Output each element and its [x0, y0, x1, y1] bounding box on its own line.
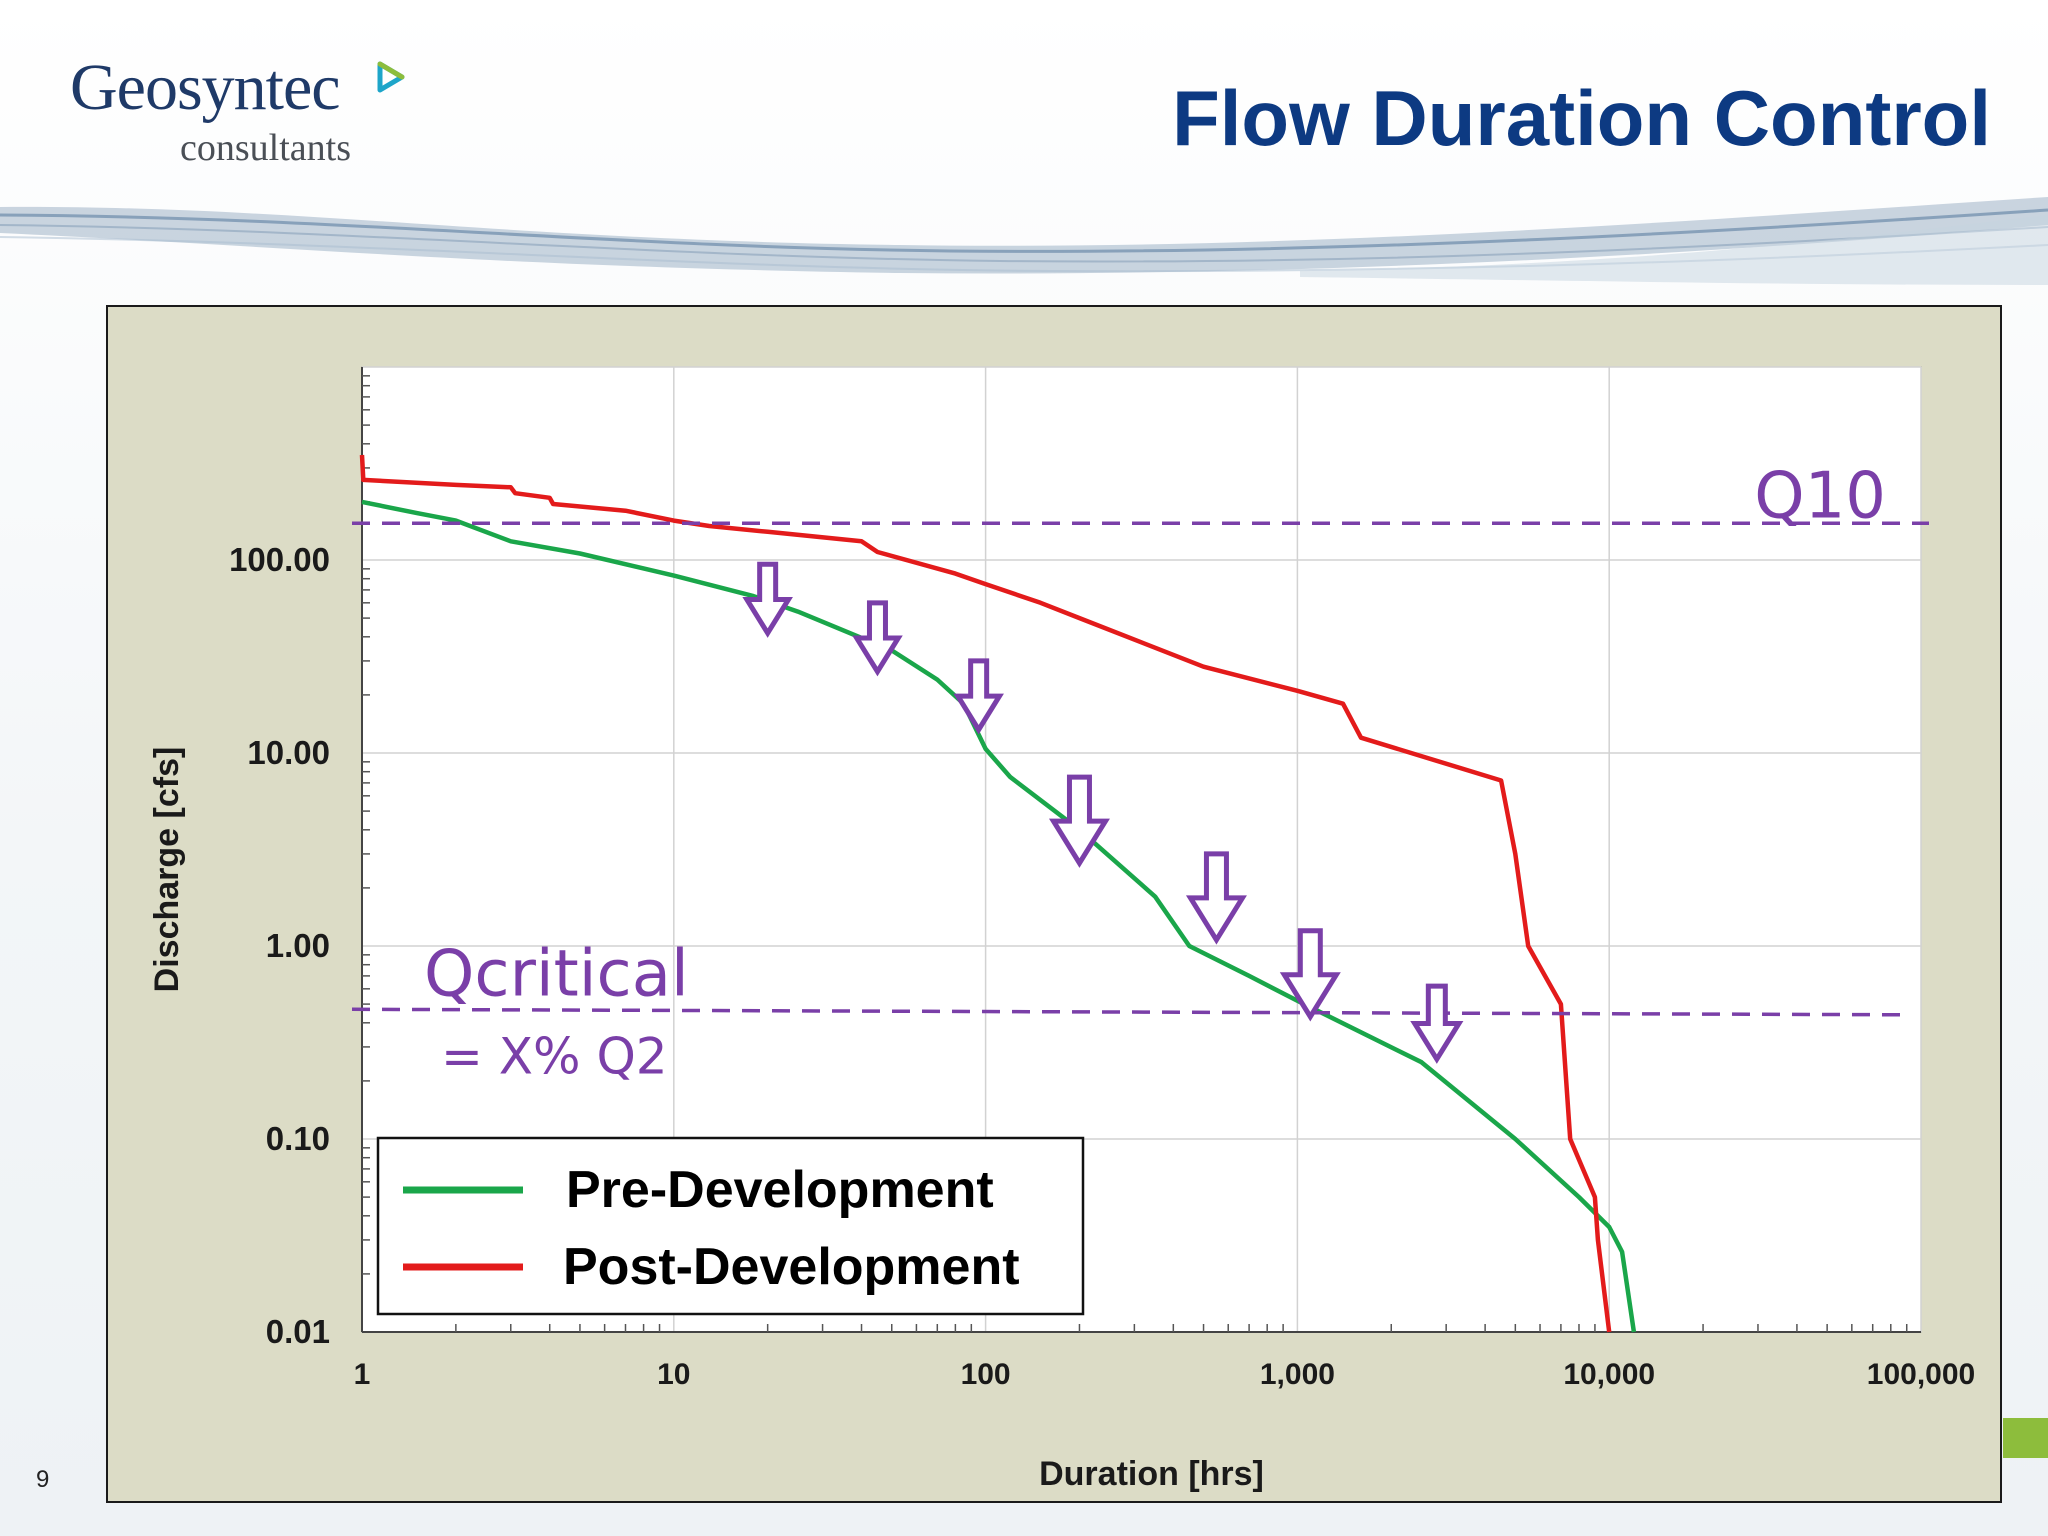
down-arrow-icon — [1279, 928, 1341, 1022]
x-tick-label: 1,000 — [1260, 1358, 1335, 1391]
y-tick-label: 0.10 — [266, 1120, 330, 1157]
logo-name: Geosyntec — [70, 51, 341, 124]
reduction-arrows — [742, 561, 1464, 1064]
series-line-post-development — [359, 454, 1612, 1333]
qcritical-label: Qcritical — [424, 937, 689, 1011]
x-tick-label: 10,000 — [1563, 1358, 1655, 1391]
down-arrow-icon — [1410, 983, 1464, 1064]
y-tick-label: 100.00 — [229, 541, 330, 578]
decorative-swoosh — [0, 197, 2048, 285]
legend-box — [376, 1136, 1085, 1316]
down-arrow-icon — [1185, 851, 1247, 945]
x-axis-title: Duration [hrs] — [1039, 1455, 1264, 1493]
x-tick-label: 10 — [657, 1358, 690, 1391]
x-tick-label: 100 — [961, 1358, 1011, 1391]
logo-subtitle: consultants — [180, 127, 351, 169]
x-tick-label: 1 — [354, 1358, 371, 1391]
series-line-pre-development — [361, 499, 1637, 1333]
down-arrow-icon — [1048, 774, 1110, 868]
accent-bar — [2003, 1418, 2048, 1458]
logo-triangle-icon — [377, 61, 405, 93]
slide-title: Flow Duration Control — [1172, 74, 1991, 162]
down-arrow-icon — [852, 600, 903, 677]
legend: Pre-Development Post-Development — [376, 1136, 1085, 1316]
legend-label: Pre-Development — [566, 1161, 994, 1219]
legend-label: Post-Development — [563, 1238, 1020, 1296]
y-axis-title: Discharge [cfs] — [148, 747, 186, 993]
y-tick-label: 0.01 — [266, 1313, 330, 1350]
qcritical-sublabel: = X% Q2 — [441, 1027, 668, 1085]
flow-duration-chart: 1 10 100 1,000 10,000 100,000 0.01 0.10 1.00 10.0… — [148, 366, 1975, 1493]
x-tick-label: 100,000 — [1867, 1358, 1975, 1391]
geosyntec-logo: Geosyntec consultants — [70, 52, 430, 172]
y-tick-label: 1.00 — [266, 927, 330, 964]
down-arrow-icon — [742, 561, 793, 638]
q10-label: Q10 — [1754, 459, 1886, 533]
qcritical-line — [351, 1007, 1912, 1017]
gridlines — [361, 366, 1922, 1333]
down-arrow-icon — [953, 658, 1004, 735]
slide-number: 9 — [36, 1466, 50, 1493]
y-tick-label: 10.00 — [247, 734, 330, 771]
